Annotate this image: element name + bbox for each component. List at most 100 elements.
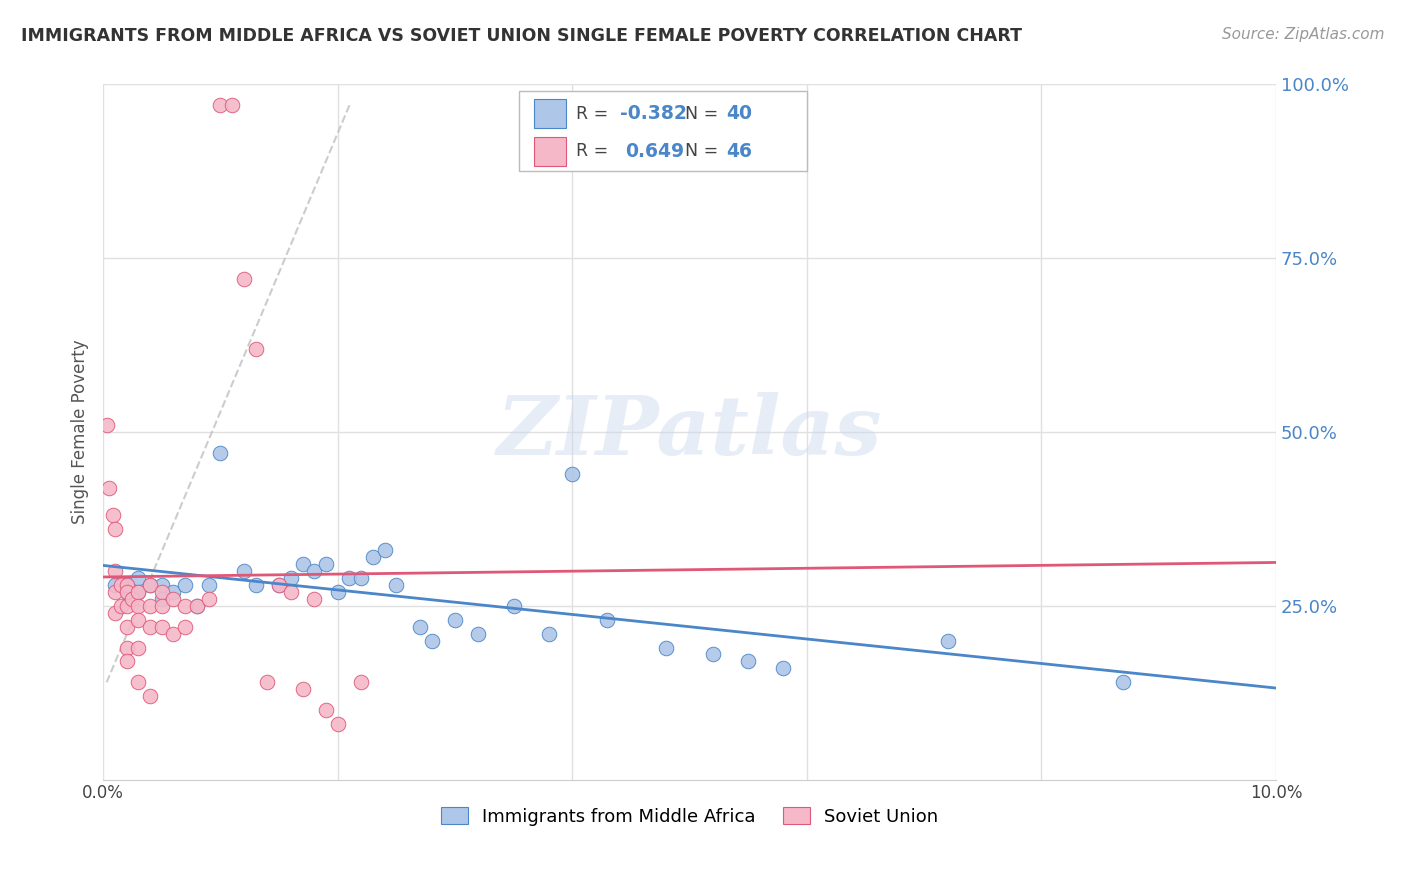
Point (420, 633, 443, 648)
Point (245, 342, 267, 356)
Point (350, 571, 373, 585)
Text: 0.649: 0.649 (626, 142, 685, 161)
Point (315, 703, 337, 717)
Text: R =: R = (576, 143, 619, 161)
Point (374, 543, 396, 558)
FancyBboxPatch shape (519, 91, 807, 171)
Point (302, 564, 325, 578)
Point (139, 578, 162, 592)
Point (537, 626, 560, 640)
Point (139, 689, 162, 703)
Point (96, 418, 118, 433)
Text: 46: 46 (725, 142, 752, 161)
Point (127, 571, 149, 585)
Point (174, 599, 197, 613)
Point (232, 272, 254, 286)
Point (339, 571, 361, 585)
Point (326, 717, 349, 731)
Point (361, 550, 384, 565)
Legend: Immigrants from Middle Africa, Soviet Union: Immigrants from Middle Africa, Soviet Un… (433, 800, 946, 833)
Point (162, 626, 184, 640)
Point (121, 591, 143, 606)
Point (127, 599, 149, 613)
Text: R =: R = (576, 104, 613, 123)
Point (104, 606, 127, 620)
Point (221, 98, 243, 112)
Point (291, 682, 314, 697)
Point (150, 599, 173, 613)
Point (385, 578, 408, 592)
Point (737, 655, 759, 669)
Point (245, 578, 267, 592)
Point (936, 633, 959, 648)
Text: ZIPatlas: ZIPatlas (496, 392, 883, 472)
Point (280, 585, 302, 599)
Point (127, 640, 149, 655)
Point (127, 613, 149, 627)
Point (98, 481, 121, 495)
Point (209, 98, 232, 112)
Point (104, 585, 127, 599)
Point (139, 578, 162, 592)
Point (104, 564, 127, 578)
Point (280, 571, 302, 585)
Point (232, 564, 254, 578)
Point (115, 585, 138, 599)
Point (127, 585, 149, 599)
Point (256, 675, 278, 690)
Point (561, 467, 583, 481)
Point (186, 599, 208, 613)
Point (139, 599, 162, 613)
Point (115, 578, 138, 592)
Point (127, 585, 149, 599)
Point (267, 578, 290, 592)
Point (104, 522, 127, 536)
Point (267, 578, 290, 592)
Point (162, 585, 184, 599)
Point (115, 599, 138, 613)
Point (110, 599, 132, 613)
Text: 40: 40 (725, 104, 752, 123)
Point (326, 585, 349, 599)
Point (139, 620, 162, 634)
Point (150, 585, 173, 599)
Point (101, 508, 124, 523)
Point (772, 661, 794, 675)
Point (702, 648, 724, 662)
Point (115, 585, 138, 599)
Bar (533, 99, 567, 128)
Point (150, 620, 173, 634)
Point (162, 591, 184, 606)
Point (110, 578, 132, 592)
Point (409, 620, 432, 634)
Point (315, 557, 337, 571)
Point (150, 591, 173, 606)
Point (174, 578, 197, 592)
Point (596, 613, 619, 627)
Point (115, 620, 138, 634)
Point (350, 675, 373, 690)
Point (197, 578, 219, 592)
Point (302, 591, 325, 606)
Text: N =: N = (685, 143, 724, 161)
Point (209, 446, 232, 460)
Point (115, 640, 138, 655)
Bar (533, 136, 567, 166)
Text: -0.382: -0.382 (620, 104, 688, 123)
Point (186, 599, 208, 613)
Point (655, 640, 678, 655)
Point (1112, 675, 1135, 690)
Point (291, 557, 314, 571)
Point (115, 655, 138, 669)
Point (444, 613, 467, 627)
Point (127, 675, 149, 690)
Point (467, 626, 489, 640)
Point (197, 591, 219, 606)
Point (174, 620, 197, 634)
Text: IMMIGRANTS FROM MIDDLE AFRICA VS SOVIET UNION SINGLE FEMALE POVERTY CORRELATION : IMMIGRANTS FROM MIDDLE AFRICA VS SOVIET … (21, 27, 1022, 45)
Y-axis label: Single Female Poverty: Single Female Poverty (72, 340, 89, 524)
Point (150, 578, 173, 592)
Point (104, 578, 127, 592)
Point (502, 599, 524, 613)
Point (115, 578, 138, 592)
